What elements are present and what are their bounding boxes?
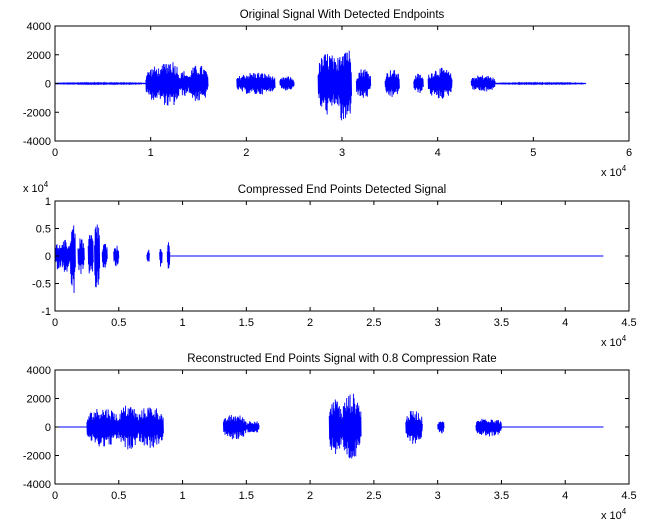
signal-series [54, 50, 587, 121]
signal-segment [159, 62, 180, 106]
signal-segment [159, 248, 163, 267]
x-tick-label: 0 [52, 147, 58, 159]
signal-segment [470, 75, 496, 92]
x-axis-multiplier: x 104 [601, 334, 627, 349]
signal-series [55, 393, 604, 459]
y-tick-label: 0 [45, 79, 51, 91]
x-tick-label: 2.5 [366, 490, 381, 502]
x-tick-label: 2.5 [366, 317, 381, 329]
x-tick-label: 1 [148, 147, 154, 159]
y-tick-label: -2000 [23, 451, 51, 463]
x-multiplier-exponent: 4 [622, 507, 627, 516]
y-multiplier-base: x 10 [23, 183, 44, 195]
y-tick-label: 0 [45, 422, 51, 434]
x-tick-label: 0.5 [111, 317, 126, 329]
y-tick-label: 4000 [27, 365, 51, 377]
x-tick-label: 4 [562, 490, 568, 502]
plot-title: Reconstructed End Points Signal with 0.8… [187, 353, 496, 365]
x-tick-label: 3 [339, 147, 345, 159]
signal-segment [94, 224, 101, 288]
signal-segment [413, 73, 424, 93]
signal-segment [118, 405, 139, 450]
x-multiplier-base: x 10 [601, 337, 622, 349]
x-tick-label: 2 [307, 317, 313, 329]
signal-segment [475, 418, 502, 437]
signal-segment [54, 81, 147, 86]
signal-segment [222, 415, 247, 440]
x-tick-label: 6 [626, 147, 632, 159]
y-tick-label: 4000 [27, 21, 51, 33]
x-tick-label: 3 [435, 317, 441, 329]
signal-segment [54, 244, 62, 270]
x-tick-label: 5 [530, 147, 536, 159]
x-multiplier-exponent: 4 [622, 334, 627, 343]
y-tick-label: -2000 [23, 107, 51, 119]
x-tick-label: 0 [52, 317, 58, 329]
signal-segment [77, 238, 85, 274]
x-tick-label: 1.5 [239, 317, 254, 329]
x-tick-label: 1.5 [239, 490, 254, 502]
x-tick-label: 4 [435, 147, 441, 159]
signal-segment [437, 421, 445, 434]
signal-segment [328, 399, 343, 455]
signal-segment [137, 407, 164, 448]
plot-title: Original Signal With Detected Endpoints [240, 9, 445, 21]
y-tick-label: 1 [45, 196, 51, 208]
x-tick-label: 3 [435, 490, 441, 502]
signal-segment [405, 410, 423, 444]
y-tick-label: -1 [41, 306, 51, 318]
x-tick-label: 1 [179, 317, 185, 329]
signal-segment [69, 225, 76, 293]
signal-segment [146, 249, 150, 262]
x-axis-multiplier: x 104 [601, 164, 627, 179]
signal-segment [336, 50, 353, 121]
x-tick-label: 4 [562, 317, 568, 329]
x-axis-multiplier: x 104 [601, 507, 627, 522]
x-tick-label: 4.5 [621, 317, 636, 329]
signal-segment [101, 244, 108, 268]
signal-segment [236, 72, 276, 95]
y-tick-label: 2000 [27, 50, 51, 62]
signal-segment [87, 235, 94, 274]
y-tick-label: -0.5 [32, 279, 51, 291]
signal-segment [60, 239, 71, 272]
x-tick-label: 0 [52, 490, 58, 502]
signal-segment [279, 76, 295, 91]
signal-segment [86, 409, 120, 447]
signal-series [54, 224, 604, 293]
signal-segment [494, 81, 587, 86]
x-tick-label: 1 [179, 490, 185, 502]
y-tick-label: 2000 [27, 394, 51, 406]
subplot-1: Original Signal With Detected Endpoints 0… [23, 9, 632, 179]
y-tick-label: 0 [45, 251, 51, 263]
x-tick-label: 3.5 [494, 490, 509, 502]
x-tick-label: 2 [243, 147, 249, 159]
signal-segment [178, 71, 190, 97]
signal-segment [113, 245, 120, 267]
signal-segment [317, 54, 338, 115]
signal-segment [188, 65, 209, 102]
y-axis-multiplier: x 104 [23, 180, 49, 195]
y-tick-label: -4000 [23, 479, 51, 491]
x-tick-label: 0.5 [111, 490, 126, 502]
signal-segment [427, 67, 453, 99]
signal-segment [384, 70, 400, 97]
x-tick-label: 2 [307, 490, 313, 502]
subplot-2: Compressed End Points Detected Signal 0 0.… [23, 180, 637, 349]
y-tick-label: -4000 [23, 136, 51, 148]
subplot-3: Reconstructed End Points Signal with 0.8… [23, 353, 637, 522]
x-tick-label: 3.5 [494, 317, 509, 329]
signal-segment [166, 242, 171, 269]
signal-segment [341, 393, 362, 459]
y-multiplier-exponent: 4 [44, 180, 49, 189]
x-multiplier-base: x 10 [601, 510, 622, 522]
signal-segment [355, 69, 372, 98]
plot-title: Compressed End Points Detected Signal [238, 184, 446, 196]
signal-segment [245, 421, 260, 433]
x-multiplier-exponent: 4 [622, 164, 627, 173]
x-tick-label: 4.5 [621, 490, 636, 502]
y-tick-label: 0.5 [36, 224, 51, 236]
x-multiplier-base: x 10 [601, 167, 622, 179]
